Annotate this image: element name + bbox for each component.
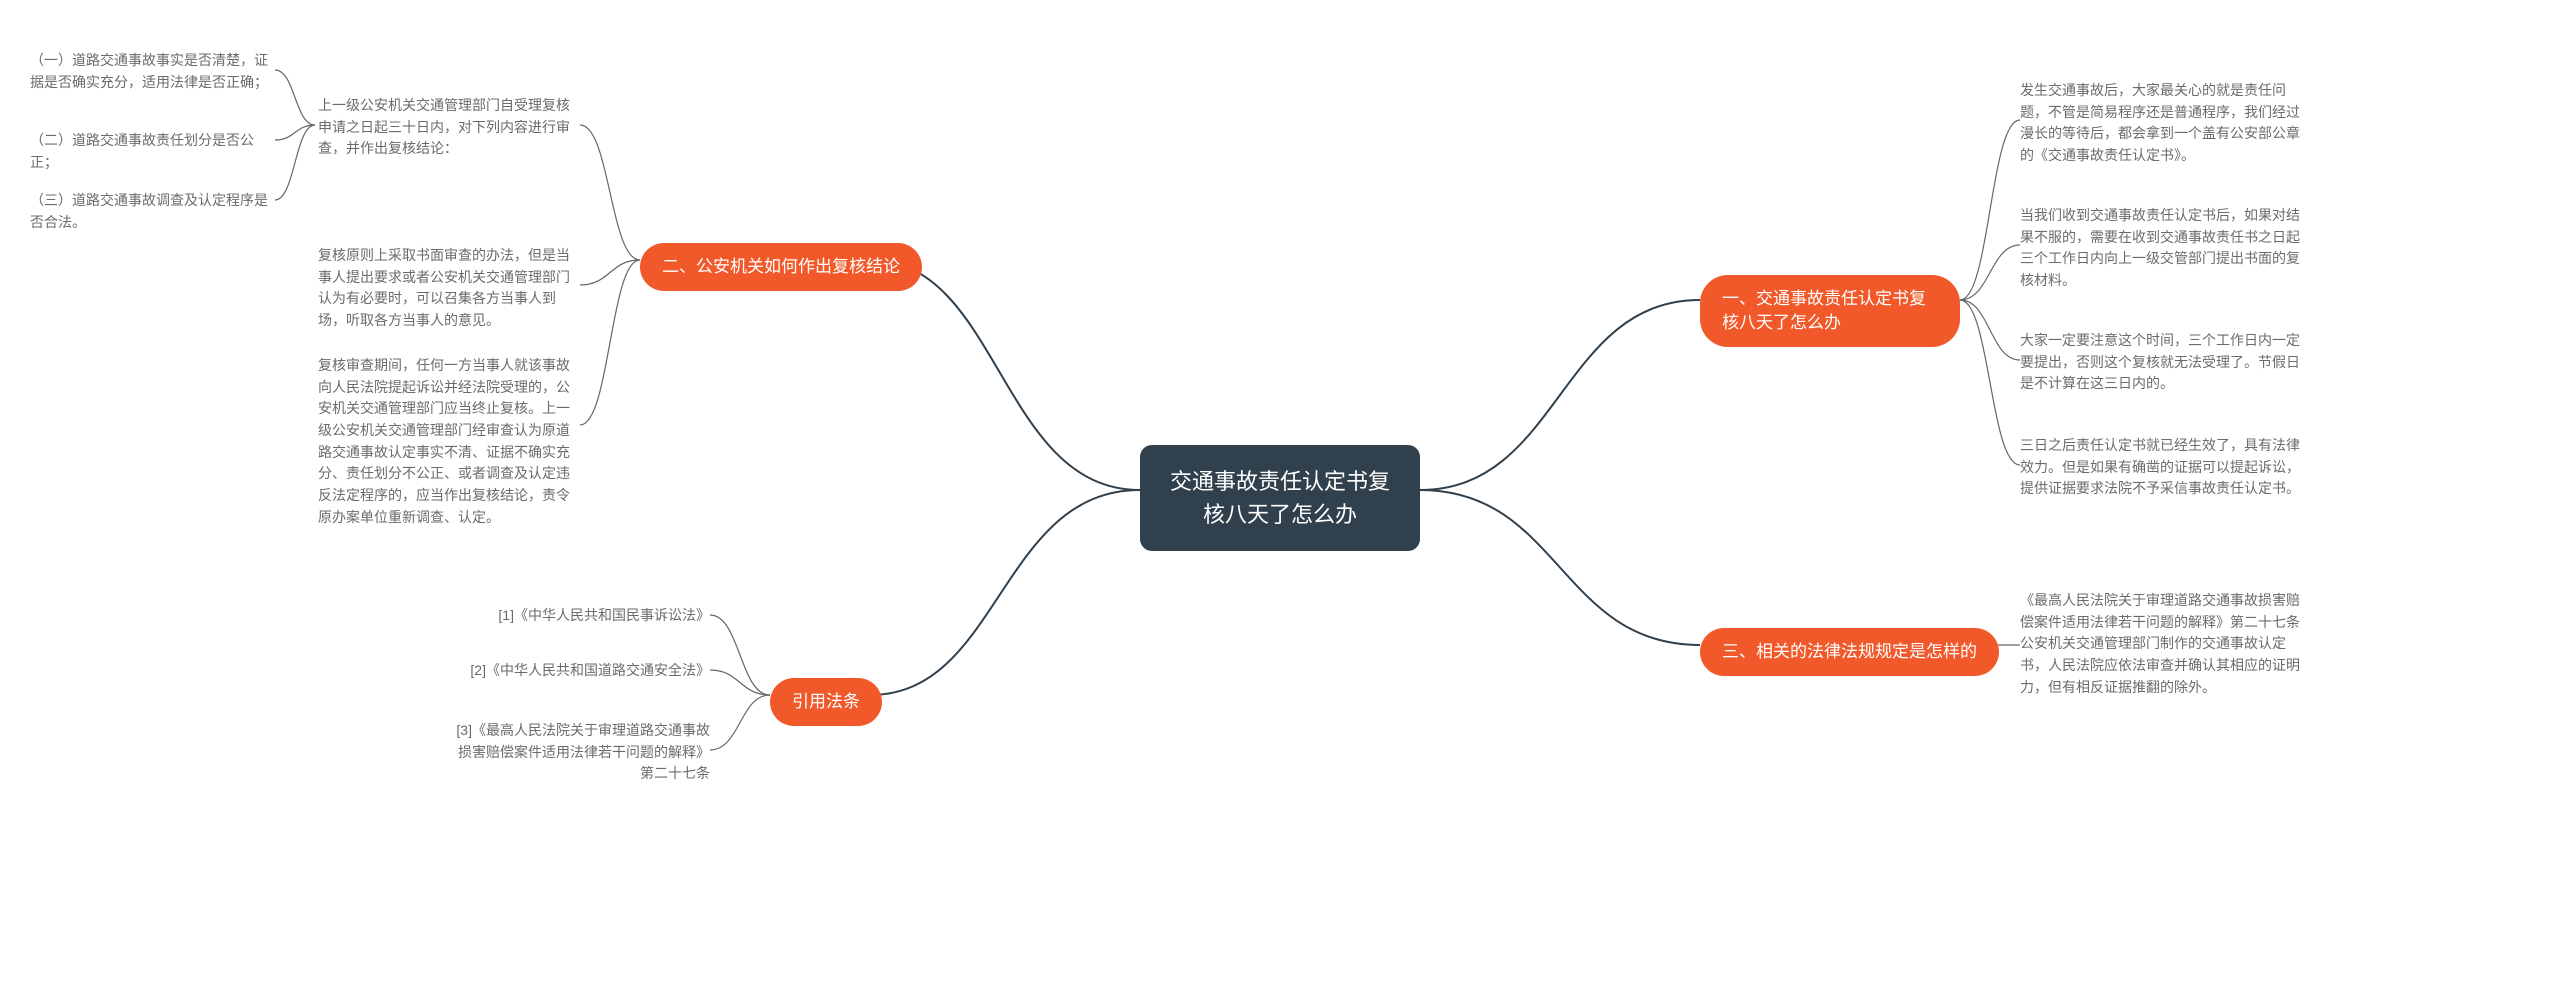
leaf-b2-1: 上一级公安机关交通管理部门自受理复核申请之日起三十日内，对下列内容进行审查，并作… — [318, 95, 583, 160]
leaf-b3-1-text: 《最高人民法院关于审理道路交通事故损害赔偿案件适用法律若干问题的解释》第二十七条… — [2020, 590, 2300, 698]
leaf-b1-2-text: 当我们收到交通事故责任认定书后，如果对结果不服的，需要在收到交通事故责任书之日起… — [2020, 205, 2300, 292]
branch-3-label: 三、相关的法律法规规定是怎样的 — [1722, 640, 1977, 664]
leaf-b2-1-1: （一）道路交通事故事实是否清楚，证据是否确实充分，适用法律是否正确； — [30, 50, 280, 93]
leaf-b4-2-text: [2]《中华人民共和国道路交通安全法》 — [470, 660, 710, 682]
leaf-b1-2: 当我们收到交通事故责任认定书后，如果对结果不服的，需要在收到交通事故责任书之日起… — [2020, 205, 2300, 292]
leaf-b2-1-2-text: （二）道路交通事故责任划分是否公正； — [30, 130, 280, 173]
leaf-b1-1-text: 发生交通事故后，大家最关心的就是责任问题，不管是简易程序还是普通程序，我们经过漫… — [2020, 80, 2300, 167]
leaf-b1-4: 三日之后责任认定书就已经生效了，具有法律效力。但是如果有确凿的证据可以提起诉讼，… — [2020, 435, 2300, 500]
leaf-b2-2-text: 复核原则上采取书面审查的办法，但是当事人提出要求或者公安机关交通管理部门认为有必… — [318, 245, 583, 332]
leaf-b1-3-text: 大家一定要注意这个时间，三个工作日内一定要提出，否则这个复核就无法受理了。节假日… — [2020, 330, 2300, 395]
leaf-b1-4-text: 三日之后责任认定书就已经生效了，具有法律效力。但是如果有确凿的证据可以提起诉讼，… — [2020, 435, 2300, 500]
leaf-b2-3: 复核审查期间，任何一方当事人就该事故向人民法院提起诉讼并经法院受理的，公安机关交… — [318, 355, 583, 529]
branch-3[interactable]: 三、相关的法律法规规定是怎样的 — [1700, 628, 1999, 676]
branch-1-label: 一、交通事故责任认定书复核八天了怎么办 — [1722, 287, 1938, 335]
leaf-b4-1-text: [1]《中华人民共和国民事诉讼法》 — [498, 605, 710, 627]
leaf-b2-2: 复核原则上采取书面审查的办法，但是当事人提出要求或者公安机关交通管理部门认为有必… — [318, 245, 583, 332]
leaf-b1-1: 发生交通事故后，大家最关心的就是责任问题，不管是简易程序还是普通程序，我们经过漫… — [2020, 80, 2300, 167]
leaf-b2-1-text: 上一级公安机关交通管理部门自受理复核申请之日起三十日内，对下列内容进行审查，并作… — [318, 95, 583, 160]
branch-1[interactable]: 一、交通事故责任认定书复核八天了怎么办 — [1700, 275, 1960, 347]
leaf-b4-2: [2]《中华人民共和国道路交通安全法》 — [445, 660, 710, 682]
branch-2[interactable]: 二、公安机关如何作出复核结论 — [640, 243, 922, 291]
branch-2-label: 二、公安机关如何作出复核结论 — [662, 255, 900, 279]
leaf-b2-3-text: 复核审查期间，任何一方当事人就该事故向人民法院提起诉讼并经法院受理的，公安机关交… — [318, 355, 583, 529]
leaf-b2-1-3-text: （三）道路交通事故调查及认定程序是否合法。 — [30, 190, 280, 233]
root-node[interactable]: 交通事故责任认定书复核八天了怎么办 — [1140, 445, 1420, 551]
leaf-b1-3: 大家一定要注意这个时间，三个工作日内一定要提出，否则这个复核就无法受理了。节假日… — [2020, 330, 2300, 395]
leaf-b4-1: [1]《中华人民共和国民事诉讼法》 — [445, 605, 710, 627]
leaf-b3-1: 《最高人民法院关于审理道路交通事故损害赔偿案件适用法律若干问题的解释》第二十七条… — [2020, 590, 2300, 698]
branch-4[interactable]: 引用法条 — [770, 678, 882, 726]
branch-4-label: 引用法条 — [792, 690, 860, 714]
leaf-b2-1-1-text: （一）道路交通事故事实是否清楚，证据是否确实充分，适用法律是否正确； — [30, 50, 280, 93]
leaf-b2-1-2: （二）道路交通事故责任划分是否公正； — [30, 130, 280, 173]
leaf-b2-1-3: （三）道路交通事故调查及认定程序是否合法。 — [30, 190, 280, 233]
leaf-b4-3-text: [3]《最高人民法院关于审理道路交通事故损害赔偿案件适用法律若干问题的解释》 第… — [445, 720, 710, 785]
leaf-b4-3: [3]《最高人民法院关于审理道路交通事故损害赔偿案件适用法律若干问题的解释》 第… — [445, 720, 710, 785]
root-label: 交通事故责任认定书复核八天了怎么办 — [1168, 465, 1392, 531]
